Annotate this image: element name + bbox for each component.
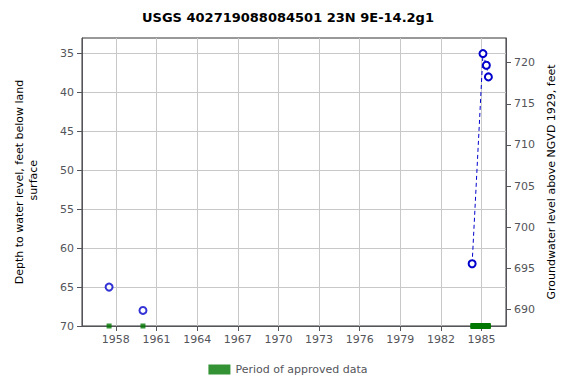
- svg-text:710: 710: [514, 138, 535, 151]
- svg-text:Depth to water level, feet bel: Depth to water level, feet below land: [13, 80, 26, 285]
- svg-text:55: 55: [60, 203, 74, 216]
- svg-text:1970: 1970: [264, 333, 292, 346]
- svg-text:70: 70: [60, 320, 74, 333]
- svg-text:50: 50: [60, 164, 74, 177]
- svg-text:690: 690: [514, 303, 535, 316]
- svg-text:1979: 1979: [386, 333, 414, 346]
- svg-text:surface: surface: [27, 160, 40, 204]
- svg-text:45: 45: [60, 125, 74, 138]
- svg-text:Groundwater level above NGVD 1: Groundwater level above NGVD 1929, feet: [545, 64, 558, 300]
- svg-text:USGS 402719088084501 23N 9E-14: USGS 402719088084501 23N 9E-14.2g1: [142, 10, 434, 25]
- svg-text:700: 700: [514, 221, 535, 234]
- svg-text:60: 60: [60, 242, 74, 255]
- svg-text:40: 40: [60, 86, 74, 99]
- svg-text:1976: 1976: [346, 333, 374, 346]
- svg-text:Period of approved data: Period of approved data: [235, 363, 367, 376]
- svg-text:1985: 1985: [468, 333, 496, 346]
- svg-text:65: 65: [60, 281, 74, 294]
- svg-text:1967: 1967: [224, 333, 252, 346]
- svg-text:705: 705: [514, 180, 535, 193]
- svg-text:695: 695: [514, 262, 535, 275]
- svg-text:1958: 1958: [102, 333, 130, 346]
- svg-text:720: 720: [514, 56, 535, 69]
- svg-text:1982: 1982: [427, 333, 455, 346]
- svg-text:1964: 1964: [183, 333, 211, 346]
- svg-text:715: 715: [514, 97, 535, 110]
- svg-text:35: 35: [60, 47, 74, 60]
- svg-text:1973: 1973: [305, 333, 333, 346]
- svg-text:1961: 1961: [143, 333, 171, 346]
